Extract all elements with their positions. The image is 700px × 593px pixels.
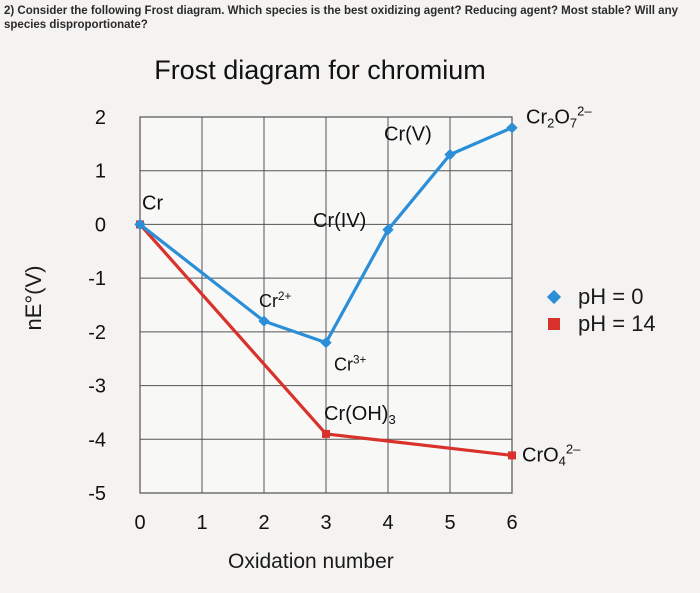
x-tick-label: 5 [444, 512, 455, 534]
question-text: 2) Consider the following Frost diagram.… [4, 5, 679, 31]
y-tick-label: 2 [95, 107, 106, 129]
legend: pH = 0 pH = 14 [546, 283, 656, 337]
x-tick-label: 0 [134, 512, 145, 534]
legend-label-ph14: pH = 14 [578, 310, 656, 336]
y-tick-label: -1 [88, 268, 106, 290]
x-tick-label: 2 [258, 512, 269, 534]
x-tick-label: 4 [382, 512, 393, 534]
y-tick-label: -3 [88, 376, 106, 398]
species-label: Cr3+ [334, 354, 367, 375]
data-point-diamond [444, 148, 456, 161]
species-label: Cr2O72– [526, 104, 592, 131]
y-tick-label: 0 [95, 214, 106, 236]
y-tick-label: -2 [88, 322, 106, 344]
legend-square-icon [548, 317, 560, 330]
data-point-square [508, 451, 516, 460]
species-label: CrO42– [522, 441, 581, 468]
series [134, 122, 518, 460]
x-tick-label: 3 [320, 512, 331, 534]
legend-item-ph0: pH = 0 [546, 283, 656, 310]
y-tick-label: 1 [95, 161, 106, 183]
data-point-diamond [320, 336, 332, 349]
data-point-diamond [382, 224, 394, 236]
data-point-diamond [258, 315, 270, 327]
species-label: Cr [142, 192, 163, 214]
legend-diamond-icon [546, 289, 562, 304]
x-tick-label: 6 [506, 512, 517, 534]
species-label: Cr(V) [384, 124, 432, 146]
legend-label-ph0: pH = 0 [578, 283, 644, 309]
species-label: Cr2+ [259, 290, 292, 311]
y-tick-label: -5 [88, 483, 106, 505]
data-point-diamond [134, 218, 146, 231]
y-tick-label: -4 [88, 429, 106, 451]
x-axis-title: Oxidation number [228, 550, 394, 573]
series-line-ph0 [139, 126, 513, 345]
axes: 0 1 2 3 4 5 6 2 1 0 -1 -2 -3 -4 -5 [88, 107, 517, 534]
species-label: Cr(IV) [313, 210, 366, 232]
y-axis-title: nE°(V) [21, 265, 46, 331]
species-label: Cr(OH)3 [324, 403, 396, 427]
legend-item-ph14: pH = 14 [548, 310, 656, 337]
chart-title: Frost diagram for chromium [154, 55, 486, 85]
species-labels: Cr Cr2+ Cr3+ Cr(IV) Cr(V) Cr2O72– Cr(OH)3 CrO42… [142, 104, 592, 469]
data-point-square [322, 429, 330, 438]
x-tick-label: 1 [196, 512, 207, 534]
